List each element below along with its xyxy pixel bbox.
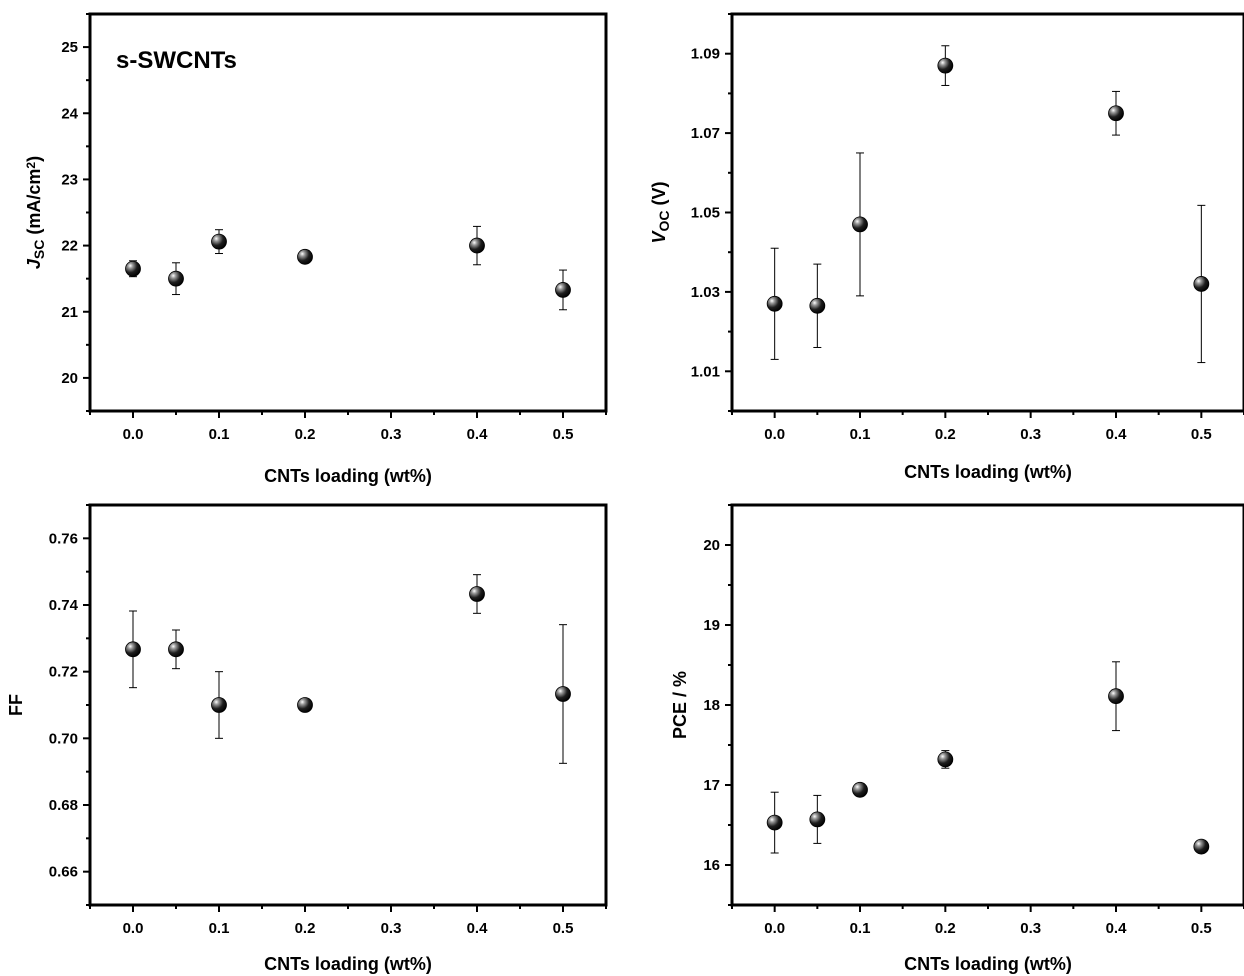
data-point: [469, 237, 485, 254]
data-point: [168, 270, 184, 287]
data-point: [1108, 105, 1124, 122]
x-tick-label: 0.2: [295, 426, 316, 443]
data-point: [1108, 688, 1124, 705]
x-tick-label: 0.5: [1191, 426, 1212, 443]
data-point: [469, 586, 485, 602]
y-tick-label: 20: [703, 537, 720, 554]
y-axis-label-part: V: [649, 230, 669, 244]
y-tick-label: 0.70: [49, 730, 78, 747]
data-point: [1193, 838, 1210, 855]
data-point: [1193, 276, 1210, 292]
x-tick-label: 0.2: [935, 426, 956, 443]
y-tick-label: 0.76: [49, 530, 78, 547]
x-tick-label: 0.0: [123, 426, 144, 443]
data-point: [937, 751, 954, 768]
y-axis-label: PCE / %: [670, 671, 690, 739]
x-tick-label: 0.2: [935, 920, 956, 937]
data-point: [766, 295, 783, 312]
x-tick-label: 0.2: [295, 920, 316, 937]
y-axis-label-part: FF: [6, 694, 26, 716]
plot-frame: [88, 503, 608, 907]
x-tick-label: 0.3: [381, 426, 402, 443]
data-point: [852, 216, 868, 233]
x-axis-label: CNTs loading (wt%): [904, 954, 1072, 974]
y-tick-label: 21: [61, 304, 78, 321]
y-tick-label: 1.09: [691, 46, 720, 63]
panel-annotation: s-SWCNTs: [116, 47, 237, 74]
x-tick-label: 0.3: [1020, 920, 1041, 937]
x-tick-label: 0.1: [850, 426, 871, 443]
x-tick-label: 0.1: [209, 426, 230, 443]
panel-ff: 0.0 0.1 0.2 0.3 0.4 0.5 0.66 0.68 0.70 0.72 0.74 0.…: [6, 503, 608, 974]
x-tick-label: 0.0: [123, 920, 144, 937]
data-point: [125, 641, 141, 658]
data-point: [297, 248, 313, 265]
y-axis-label: FF: [6, 694, 26, 716]
y-tick-label: 1.07: [691, 125, 720, 142]
x-tick-label: 0.4: [467, 426, 489, 443]
x-tick-label: 0.1: [850, 920, 871, 937]
y-axis-label-part: 2: [24, 162, 38, 169]
y-axis-label-part: (V): [649, 181, 669, 210]
x-tick-label: 0.4: [467, 920, 489, 937]
y-tick-label: 24: [61, 105, 78, 122]
y-tick-label: 19: [703, 617, 720, 634]
x-tick-label: 0.1: [209, 920, 230, 937]
data-point: [297, 697, 313, 713]
x-tick-label: 0.4: [1106, 426, 1128, 443]
plot-frame: [730, 503, 1244, 907]
data-point: [809, 297, 826, 314]
data-point: [168, 641, 184, 658]
panel-voc: 0.0 0.1 0.2 0.3 0.4 0.5 1.01 1.03 1.05 1.07 1.09 CN…: [649, 12, 1244, 482]
y-tick-label: 0.72: [49, 664, 78, 681]
y-tick-label: 0.68: [49, 797, 78, 814]
data-point: [809, 811, 826, 828]
y-tick-label: 0.74: [49, 597, 79, 614]
y-tick-label: 1.01: [691, 363, 720, 380]
y-tick-label: 16: [703, 857, 720, 874]
data-point: [211, 233, 227, 250]
y-axis-label-part: OC: [656, 210, 672, 231]
y-tick-label: 20: [61, 370, 78, 387]
y-axis-label-part: SC: [31, 240, 47, 259]
data-point: [211, 697, 227, 713]
y-tick-label: 23: [61, 171, 78, 188]
y-tick-label: 0.66: [49, 864, 78, 881]
y-axis-label-part: J: [24, 258, 44, 269]
x-axis-label: CNTs loading (wt%): [264, 954, 432, 974]
x-tick-label: 0.5: [553, 920, 574, 937]
y-axis-label: VOC (V): [649, 181, 672, 243]
y-axis-label-part: (mA/cm: [24, 169, 44, 240]
data-point: [125, 260, 141, 277]
panel-pce: 0.0 0.1 0.2 0.3 0.4 0.5 16 17 18 19 20 CNTs loading…: [670, 503, 1244, 974]
y-tick-label: 18: [703, 697, 720, 714]
x-tick-label: 0.5: [1191, 920, 1212, 937]
y-axis-label-part: PCE / %: [670, 671, 690, 739]
y-tick-label: 25: [61, 39, 78, 56]
x-tick-label: 0.3: [381, 920, 402, 937]
data-point: [766, 814, 783, 831]
data-point: [555, 282, 571, 298]
y-tick-label: 1.05: [691, 205, 720, 222]
data-point: [555, 686, 571, 702]
x-axis-label: CNTs loading (wt%): [904, 462, 1072, 482]
x-tick-label: 0.3: [1020, 426, 1041, 443]
x-tick-label: 0.4: [1106, 920, 1128, 937]
x-tick-label: 0.5: [553, 426, 574, 443]
y-tick-label: 17: [703, 777, 720, 794]
x-axis-label: CNTs loading (wt%): [264, 466, 432, 486]
y-axis-label-part: ): [24, 156, 44, 162]
data-point: [852, 781, 868, 798]
plot-frame: [730, 12, 1244, 413]
y-axis-label: JSC (mA/cm2): [24, 156, 47, 269]
y-tick-label: 1.03: [691, 284, 720, 301]
x-tick-label: 0.0: [764, 920, 785, 937]
data-point: [937, 57, 954, 74]
y-tick-label: 22: [61, 238, 78, 255]
panel-jsc: 0.0 0.1 0.2 0.3 0.4 0.5 20 21 22 23 24 25 CNTs loadi…: [24, 12, 608, 486]
x-tick-label: 0.0: [764, 426, 785, 443]
